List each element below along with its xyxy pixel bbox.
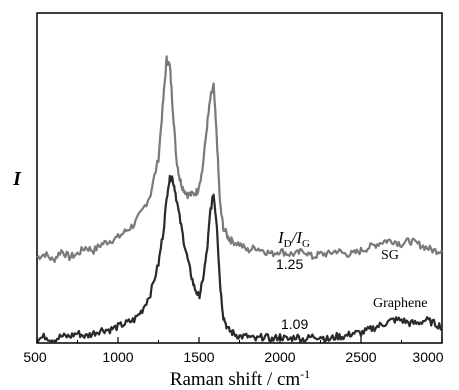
sg-ratio-value: 1.25 [276, 256, 303, 272]
x-tick-label-1000: 1000 [102, 349, 133, 365]
series-label-sg: SG [381, 248, 399, 263]
x-tick-label-3000: 3000 [412, 349, 443, 365]
graphene-ratio-value: 1.09 [281, 316, 308, 332]
ratio-label-slash: / [291, 228, 299, 247]
x-tick-label-500: 500 [23, 349, 47, 365]
x-axis-label: Raman shift / cm-1 [170, 367, 310, 390]
x-tick-label-1500: 1500 [183, 349, 214, 365]
x-axis-label-text: Raman shift / cm [170, 369, 301, 390]
y-axis-label: I [12, 168, 22, 190]
x-tick-label-2500: 2500 [345, 349, 376, 365]
x-tick-label-2000: 2000 [264, 349, 295, 365]
plot-frame [36, 12, 443, 344]
x-axis-label-sup: -1 [300, 367, 310, 381]
ratio-label-sub-g: G [302, 238, 310, 250]
x-ticks: 500 1000 1500 2000 2500 3000 [23, 337, 444, 365]
series-layer [36, 55, 443, 344]
ratio-label-i1: I [277, 228, 285, 247]
series-label-graphene: Graphene [373, 296, 427, 311]
ratio-label: ID/IG [277, 228, 310, 250]
series-line-sg [36, 55, 443, 263]
ratio-label-i2: I [295, 228, 303, 247]
ratio-label-sub-d: D [284, 238, 292, 250]
series-line-graphene [36, 174, 443, 344]
